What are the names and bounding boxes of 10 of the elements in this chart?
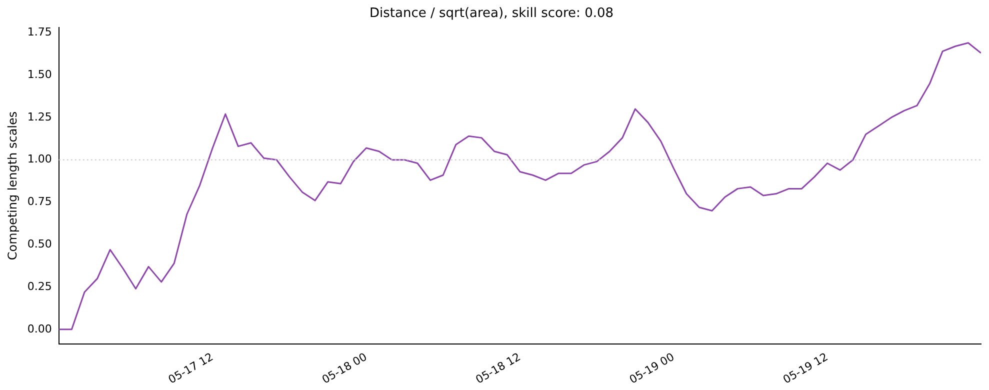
y-tick-label: 0.75: [27, 195, 52, 208]
y-tick-label: 0.50: [27, 238, 52, 251]
y-tick-label: 0.25: [27, 280, 52, 293]
y-tick-label: 1.75: [27, 26, 52, 39]
y-axis-title: Competing length scales: [5, 111, 20, 260]
y-tick-label: 0.00: [27, 322, 52, 336]
y-tick-label: 1.00: [27, 152, 52, 166]
chart-title: Distance / sqrt(area), skill score: 0.08: [369, 6, 614, 22]
y-tick-label: 1.25: [27, 110, 52, 124]
y-tick-label: 1.50: [27, 68, 52, 81]
